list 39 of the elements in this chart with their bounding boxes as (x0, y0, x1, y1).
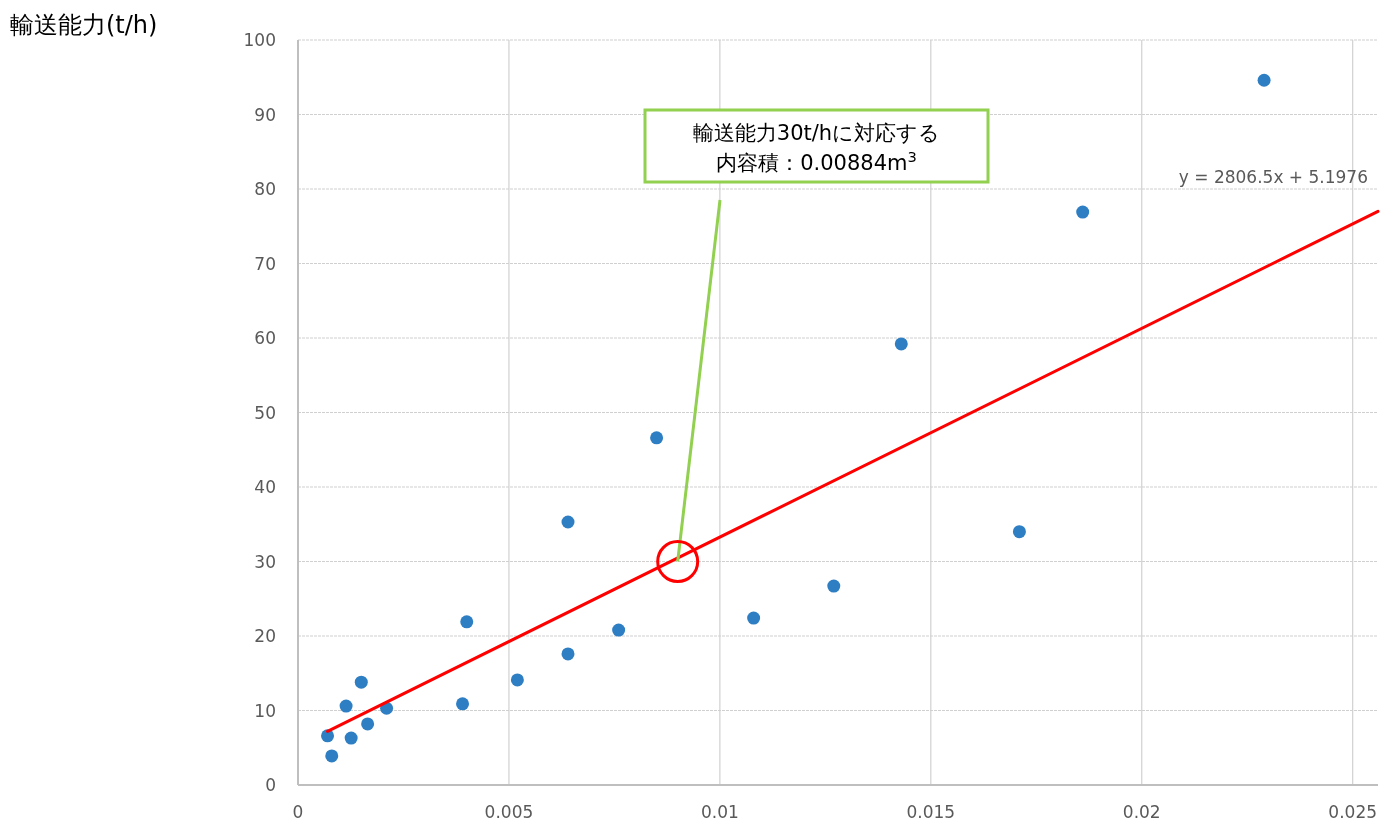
annotation: y = 2806.5x + 5.1976 (1178, 167, 1368, 188)
y-tick-label: 50 (254, 402, 276, 423)
x-tick-label: 0.025 (1328, 802, 1378, 822)
point (460, 615, 474, 629)
y-tick-label: 30 (254, 551, 276, 572)
y-tick-label: 70 (254, 253, 276, 274)
y-tick-label: 80 (254, 179, 276, 199)
point (827, 579, 841, 593)
point (361, 717, 375, 731)
y-axis-title: 輸送能力(t/h) (10, 11, 158, 39)
annotation: 輸送能力30t/hに対応する内容積：0.00884m$^{3}$ (692, 121, 941, 175)
point (650, 431, 664, 445)
point (747, 611, 761, 625)
y-tick-label: 10 (254, 700, 276, 721)
y-tick-label: 90 (254, 104, 276, 125)
point (561, 515, 575, 529)
x-tick-label: 0.015 (906, 802, 956, 822)
point (1012, 525, 1026, 539)
x-tick-label: 0.02 (1122, 802, 1161, 822)
y-tick-label: 0 (265, 775, 276, 795)
point (344, 731, 358, 745)
y-tick-label: 60 (254, 328, 276, 348)
point (1257, 73, 1271, 87)
point (510, 673, 524, 687)
point (325, 749, 339, 763)
x-tick-label: 0.005 (484, 802, 534, 822)
point (894, 337, 908, 351)
y-tick-label: 100 (243, 30, 276, 50)
point (1076, 205, 1090, 219)
point (354, 675, 368, 689)
point (456, 697, 470, 711)
point (561, 647, 575, 661)
y-tick-label: 40 (254, 477, 276, 497)
x-tick-label: 0 (292, 802, 304, 822)
y-tick-label: 20 (254, 626, 276, 646)
point (612, 623, 626, 637)
callout: 輸送能力30t/hに対応する内容積：0.00884m$^{3}$ (643, 108, 990, 184)
x-tick-label: 0.01 (700, 802, 739, 822)
point (339, 699, 353, 713)
